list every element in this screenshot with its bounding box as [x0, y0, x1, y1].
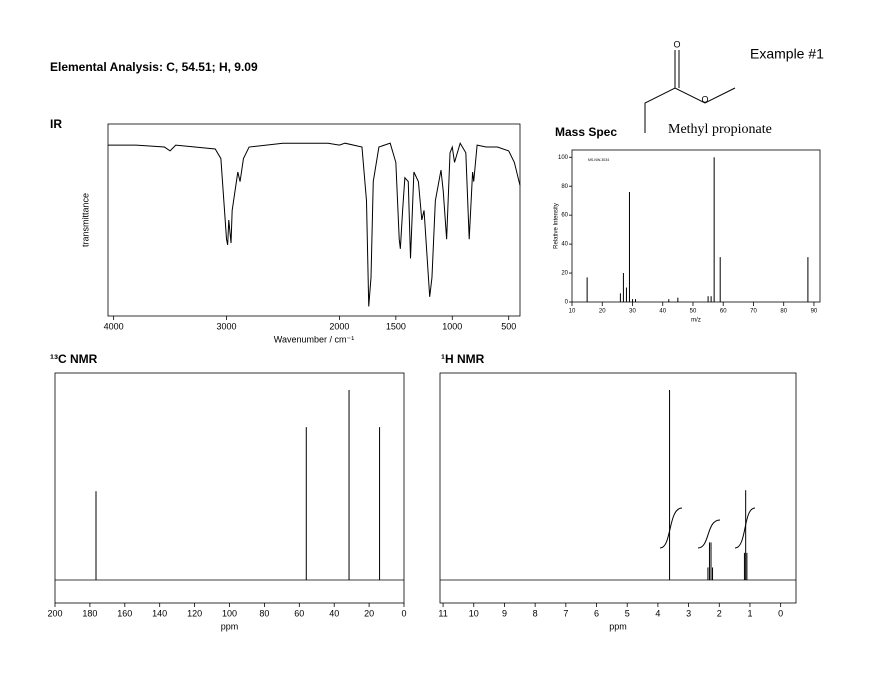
y-tick-label: 20 [561, 271, 568, 277]
x-axis-label: ppm [609, 621, 627, 631]
x-tick-label: 10 [469, 609, 479, 619]
x-tick-label: 40 [329, 609, 339, 619]
integrals [659, 507, 756, 549]
chart-title: Mass Spec [555, 125, 617, 139]
compound-name: Methyl propionate [668, 122, 772, 137]
x-tick-label: 3000 [217, 322, 237, 332]
x-tick-label: 7 [563, 609, 568, 619]
chart-title: ¹³C NMR [50, 352, 98, 366]
atom-o: O [673, 39, 680, 49]
x-tick-label: 30 [629, 308, 636, 314]
x-axis-label: ppm [221, 621, 239, 631]
x-tick-label: 9 [502, 609, 507, 619]
x-tick-label: 120 [187, 609, 202, 619]
example-label: Example #1 [750, 46, 824, 62]
x-tick-label: 50 [690, 308, 697, 314]
plot-frame [439, 372, 797, 604]
x-axis-label: m/z [691, 318, 701, 324]
x-tick-label: 90 [811, 308, 818, 314]
x-tick-label: 11 [438, 609, 447, 619]
y-tick-label: 0 [565, 300, 569, 306]
x-tick-label: 1500 [386, 322, 406, 332]
y-tick-label: 100 [558, 155, 569, 161]
x-tick-label: 2000 [329, 322, 349, 332]
x-tick-label: 60 [720, 308, 727, 314]
x-tick-label: 20 [599, 308, 606, 314]
x-tick-label: 4000 [104, 322, 124, 332]
x-tick-label: 140 [152, 609, 167, 619]
x-axis-label: Wavenumber / cm⁻¹ [274, 334, 354, 344]
x-tick-label: 4 [655, 609, 660, 619]
spectrum-code: MS-NW-3034 [588, 158, 609, 162]
x-tick-label: 500 [501, 322, 516, 332]
x-tick-label: 70 [750, 308, 757, 314]
plot-frame [107, 123, 521, 317]
x-tick-label: 180 [82, 609, 97, 619]
x-tick-label: 1000 [442, 322, 462, 332]
y-tick-label: 80 [561, 184, 568, 190]
atom-o: O [701, 94, 708, 104]
x-tick-label: 100 [222, 609, 237, 619]
x-tick-label: 5 [625, 609, 630, 619]
x-tick-label: 0 [778, 609, 783, 619]
x-tick-label: 10 [569, 308, 576, 314]
y-tick-label: 40 [561, 242, 568, 248]
x-tick-label: 80 [780, 308, 787, 314]
x-tick-label: 3 [686, 609, 691, 619]
x-tick-label: 40 [659, 308, 666, 314]
molecule [644, 50, 736, 133]
x-tick-label: 160 [117, 609, 132, 619]
x-tick-label: 0 [401, 609, 406, 619]
chart-title: ¹H NMR [441, 352, 485, 366]
x-tick-label: 200 [47, 609, 62, 619]
y-axis-label: transmittance [80, 193, 90, 247]
x-tick-label: 2 [717, 609, 722, 619]
x-tick-label: 6 [594, 609, 599, 619]
x-tick-label: 1 [747, 609, 752, 619]
y-axis-label: Relative Intensity [554, 203, 560, 249]
x-tick-label: 20 [364, 609, 374, 619]
plot-frame [54, 372, 405, 604]
y-tick-label: 60 [561, 213, 568, 219]
x-tick-label: 8 [533, 609, 538, 619]
plot-frame [571, 149, 821, 303]
x-tick-label: 80 [259, 609, 269, 619]
elemental-analysis: Elemental Analysis: C, 54.51; H, 9.09 [50, 60, 258, 74]
chart-title: IR [50, 117, 62, 131]
x-tick-label: 60 [294, 609, 304, 619]
spectrum-line [108, 141, 521, 307]
